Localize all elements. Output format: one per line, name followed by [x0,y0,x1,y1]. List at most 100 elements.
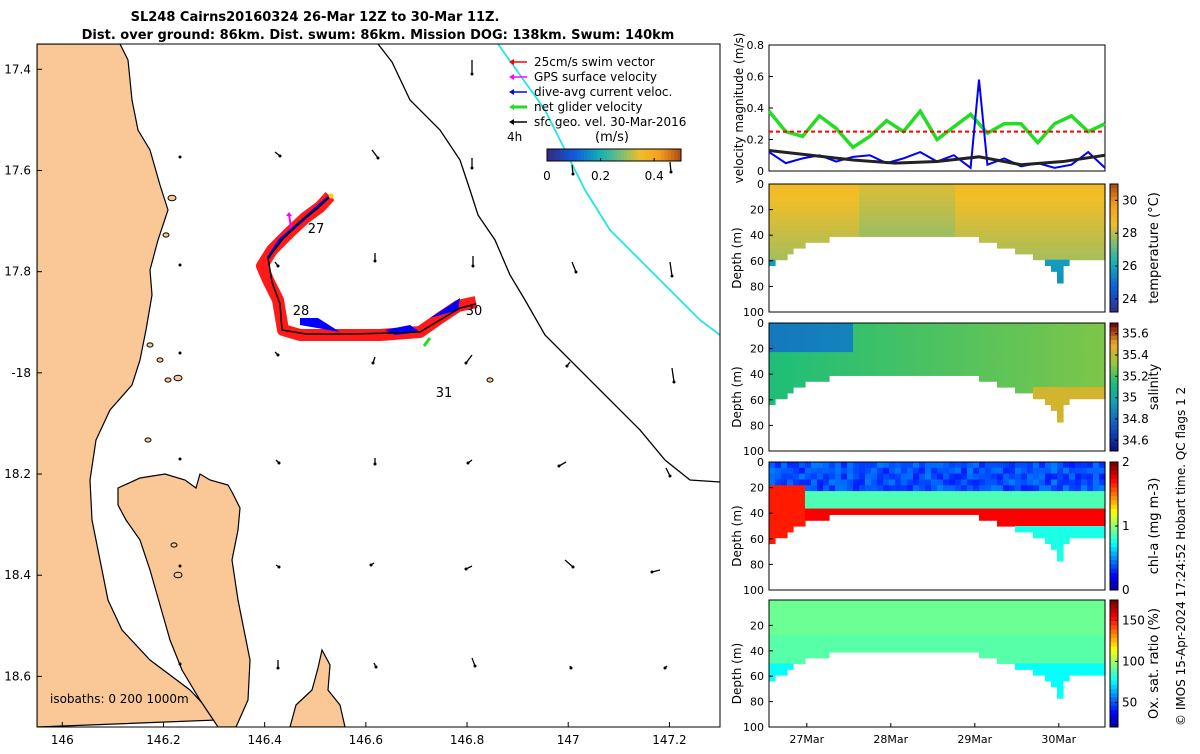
small-island [174,375,182,381]
heatmap-cell [865,213,872,219]
heatmap-cell [967,468,974,474]
heatmap-cell [919,646,926,652]
heatmap-cell [1039,468,1046,474]
heatmap-cell [1027,329,1034,335]
heatmap-cell [931,358,938,364]
heatmap-cell [1063,538,1070,544]
heatmap-cell [1033,387,1040,393]
heatmap-cell [1075,664,1082,670]
heatmap-cell [907,340,914,346]
heatmap-cell [1045,196,1052,202]
heatmap-cell [865,509,872,515]
heatmap-cell [1063,491,1070,497]
heatmap-cell [775,664,782,670]
heatmap-cell [895,600,902,606]
heatmap-cell [949,617,956,623]
cbar-segment [1110,344,1118,349]
heatmap-cell [1081,346,1088,352]
heatmap-cell [781,219,788,225]
heatmap-cell [769,497,776,503]
heatmap-cell [907,231,914,237]
map-x-tick-label: 146.2 [146,733,180,747]
colorbar-segment [648,149,652,161]
heatmap-cell [949,358,956,364]
heatmap-cell [1057,381,1064,387]
heatmap-cell [841,509,848,515]
heatmap-cell [937,612,944,618]
heatmap-cell [1051,514,1058,520]
heatmap-cell [1045,520,1052,526]
heatmap-cell [847,201,854,207]
heatmap-cell [973,329,980,335]
heatmap-cell [811,225,818,231]
heatmap-cell [979,485,986,491]
day-label-27: 27 [308,222,325,237]
heatmap-cell [1003,497,1010,503]
heatmap-cell [871,462,878,468]
heatmap-cell [877,612,884,618]
heatmap-cell [979,219,986,225]
heatmap-cell [1057,201,1064,207]
heatmap-cell [955,617,962,623]
heatmap-cell [1051,658,1058,664]
heatmap-cell [1045,629,1052,635]
heatmap-cell [1057,358,1064,364]
heatmap-cell [901,640,908,646]
heatmap-cell [1069,635,1076,641]
heatmap-cell [1045,387,1052,393]
heatmap-cell [931,340,938,346]
heatmap-cell [787,190,794,196]
heatmap-cell [1009,658,1016,664]
heatmap-cell [1003,381,1010,387]
colorbar-segment [557,149,561,161]
heatmap-cell [1039,646,1046,652]
heatmap-cell [913,635,920,641]
heatmap-cell [823,509,830,515]
heatmap-cell [1009,503,1016,509]
heatmap-cell [1027,623,1034,629]
heatmap-cell [847,335,854,341]
heatmap-cell [859,190,866,196]
heatmap-cell [865,190,872,196]
heatmap-cell [793,629,800,635]
heatmap-cell [829,196,836,202]
heatmap-cell [997,617,1004,623]
heatmap-cell [1075,526,1082,532]
heatmap-cell [1033,532,1040,538]
heatmap-cell [1027,503,1034,509]
heatmap-cell [787,635,794,641]
heatmap-cell [841,479,848,485]
heatmap-cell [967,190,974,196]
heatmap-cell [1045,538,1052,544]
heatmap-cell [793,462,800,468]
heatmap-cell [811,358,818,364]
heatmap-cell [829,323,836,329]
heatmap-cell [835,196,842,202]
heatmap-cell [1093,635,1100,641]
depth-y-tick-label: 80 [750,280,764,293]
heatmap-cell [883,468,890,474]
heatmap-cell [973,201,980,207]
heatmap-cell [985,606,992,612]
heatmap-cell [1027,370,1034,376]
heatmap-cell [985,358,992,364]
heatmap-cell [871,485,878,491]
heatmap-cell [979,606,986,612]
cbar-tick-label: 50 [1122,695,1137,709]
heatmap-cell [775,600,782,606]
small-island [163,233,169,237]
heatmap-cell [805,629,812,635]
heatmap-cell [1009,236,1016,242]
heatmap-cell [817,509,824,515]
heatmap-cell [883,629,890,635]
heatmap-cell [793,474,800,480]
heatmap-cell [1075,514,1082,520]
heatmap-cell [1051,248,1058,254]
heatmap-cell [1081,658,1088,664]
map-panel: 2728 3031 146 146.2 146.4 146.6 146.8 147 147.2… [4,44,720,747]
heatmap-cell [1093,196,1100,202]
geo-velocity-arrowhead [572,566,575,569]
heatmap-cell [895,479,902,485]
heatmap-cell [949,225,956,231]
heatmap-cell [1075,640,1082,646]
